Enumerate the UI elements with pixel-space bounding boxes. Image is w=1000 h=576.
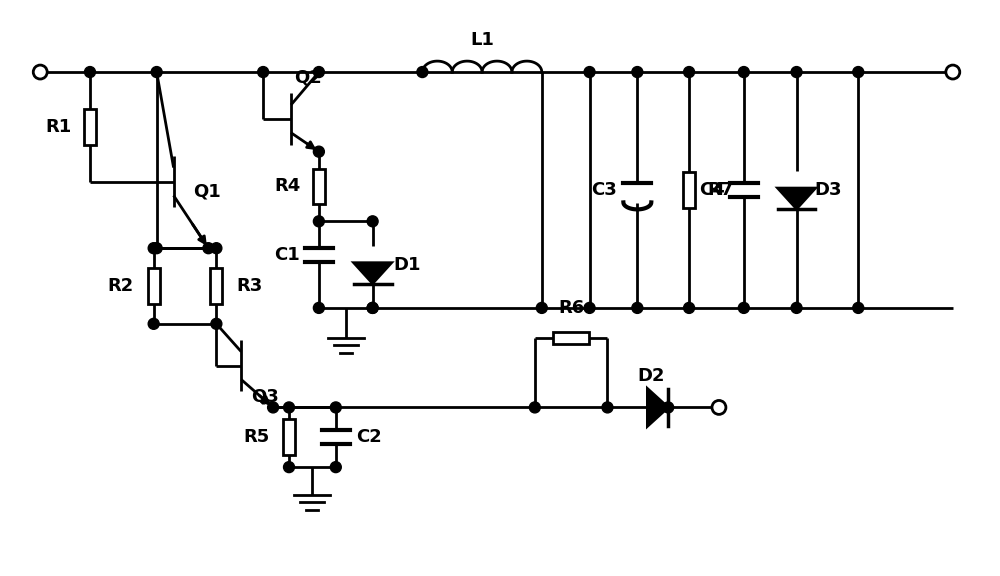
Circle shape [33,65,47,79]
Circle shape [853,67,864,78]
Text: C1: C1 [274,245,300,264]
Circle shape [367,216,378,227]
Circle shape [367,302,378,313]
Circle shape [417,67,428,78]
Circle shape [85,67,95,78]
Circle shape [151,242,162,253]
Circle shape [791,302,802,313]
Polygon shape [647,389,668,426]
Circle shape [632,302,643,313]
Text: R7: R7 [708,181,734,199]
Circle shape [791,67,802,78]
Circle shape [313,216,324,227]
Circle shape [946,65,960,79]
Text: D3: D3 [815,181,842,199]
Bar [148,268,160,304]
Text: Q2: Q2 [294,69,322,87]
Bar [683,172,695,208]
Text: C2: C2 [356,429,382,446]
Bar [313,169,325,204]
Circle shape [330,461,341,472]
Text: R3: R3 [236,277,262,295]
Circle shape [712,400,726,414]
Circle shape [284,461,294,472]
Circle shape [313,302,324,313]
Circle shape [148,242,159,253]
Circle shape [313,67,324,78]
Circle shape [330,402,341,413]
Circle shape [536,302,547,313]
Text: D2: D2 [638,366,665,385]
Circle shape [584,302,595,313]
Bar [84,109,96,145]
Text: R2: R2 [108,277,134,295]
Circle shape [602,402,613,413]
Circle shape [211,242,222,253]
Circle shape [738,302,749,313]
Text: R5: R5 [243,429,269,446]
Circle shape [258,67,269,78]
Circle shape [584,67,595,78]
Text: R6: R6 [558,299,584,317]
Text: R4: R4 [274,177,300,195]
Circle shape [284,402,294,413]
Circle shape [853,302,864,313]
Text: C3: C3 [592,181,617,199]
Circle shape [684,67,695,78]
Text: D1: D1 [394,256,421,274]
Circle shape [663,402,674,413]
Text: C4: C4 [699,181,725,199]
Bar [210,268,222,304]
Text: R1: R1 [45,118,71,136]
Circle shape [151,67,162,78]
Circle shape [148,319,159,329]
Circle shape [268,402,279,413]
Text: L1: L1 [470,31,494,49]
Text: Q1: Q1 [193,183,221,200]
Circle shape [367,302,378,313]
Circle shape [203,242,214,253]
Circle shape [211,319,222,329]
Polygon shape [354,263,392,283]
Circle shape [313,146,324,157]
Circle shape [529,402,540,413]
Bar [553,332,589,344]
Circle shape [684,302,695,313]
Text: Q3: Q3 [251,388,279,406]
Bar [283,419,295,455]
Circle shape [632,67,643,78]
Circle shape [738,67,749,78]
Polygon shape [778,188,815,209]
